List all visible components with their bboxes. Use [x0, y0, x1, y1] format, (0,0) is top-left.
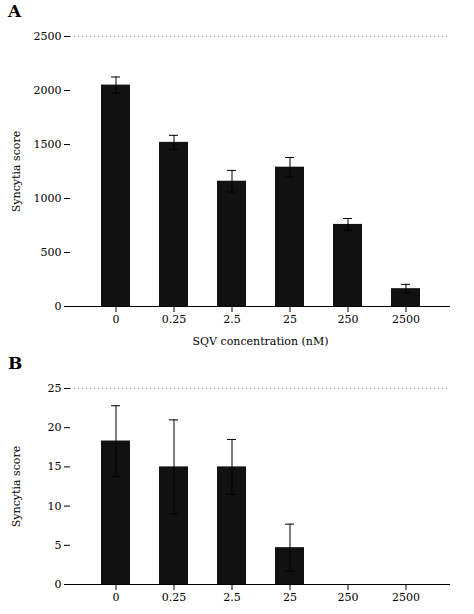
svg-text:2500: 2500 [392, 591, 420, 604]
svg-text:0: 0 [55, 300, 62, 313]
svg-text:2.5: 2.5 [223, 313, 241, 326]
svg-text:0.25: 0.25 [162, 591, 187, 604]
svg-text:Syncytia score: Syncytia score [10, 131, 23, 212]
svg-text:10: 10 [48, 500, 62, 513]
svg-text:2.5: 2.5 [223, 591, 241, 604]
svg-text:2500: 2500 [392, 313, 420, 326]
svg-text:1500: 1500 [34, 138, 62, 151]
svg-text:2500: 2500 [34, 30, 62, 43]
svg-text:Syncytia score: Syncytia score [10, 446, 23, 527]
svg-text:5: 5 [55, 539, 62, 552]
svg-text:25: 25 [283, 591, 297, 604]
svg-text:0: 0 [55, 578, 62, 591]
html-text:B: B [8, 353, 23, 373]
svg-text:0: 0 [113, 591, 120, 604]
svg-text:500: 500 [41, 246, 62, 259]
svg-text:2000: 2000 [34, 84, 62, 97]
svg-text:0: 0 [113, 313, 120, 326]
svg-text:1000: 1000 [34, 192, 62, 205]
svg-text:250: 250 [338, 313, 359, 326]
html-text:A: A [8, 1, 22, 21]
svg-text:25: 25 [48, 382, 62, 395]
svg-text:SQV concentration (nM): SQV concentration (nM) [193, 335, 329, 348]
svg-text:0.25: 0.25 [162, 313, 187, 326]
svg-text:250: 250 [338, 591, 359, 604]
svg-text:20: 20 [48, 421, 62, 434]
svg-text:25: 25 [283, 313, 297, 326]
svg-text:15: 15 [48, 460, 62, 473]
